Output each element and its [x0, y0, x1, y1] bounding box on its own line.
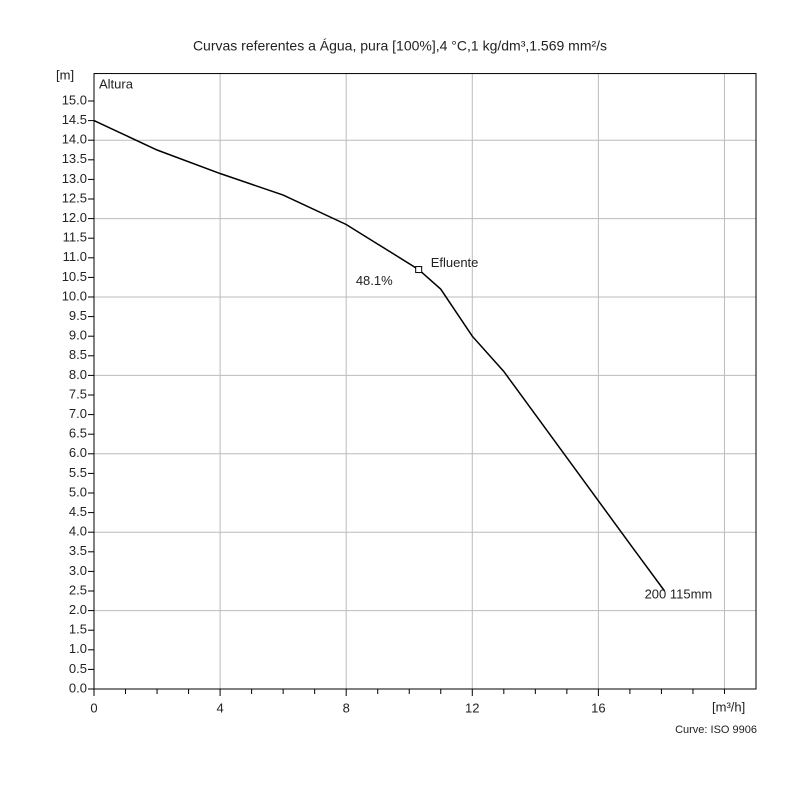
note: Curve: ISO 9906	[675, 724, 757, 736]
y-tick-label: 13.5	[62, 151, 87, 166]
plot-frame	[93, 73, 757, 690]
y-tick-label: 4.0	[69, 524, 87, 539]
x-tick-label: 16	[591, 700, 605, 715]
y-tick-label: 1.5	[69, 622, 87, 637]
y-tick-label: 6.5	[69, 426, 87, 441]
y-tick-label: 5.0	[69, 484, 87, 499]
y-tick-label: 9.0	[69, 328, 87, 343]
y-tick-label: 12.5	[62, 190, 87, 205]
y-axis-title: Altura	[99, 76, 134, 91]
y-tick-label: 2.0	[69, 602, 87, 617]
y-tick-label: 10.0	[62, 288, 87, 303]
x-tick-label: 0	[90, 700, 97, 715]
y-tick-label: 1.0	[69, 641, 87, 656]
operating-point	[415, 266, 423, 274]
y-tick-label: 7.5	[69, 386, 87, 401]
y-tick-label: 15.0	[62, 92, 87, 107]
y-tick-label: 8.0	[69, 367, 87, 382]
y-tick-label: 6.0	[69, 445, 87, 460]
y-tick-label: 9.5	[69, 308, 87, 323]
x-tick-label: 8	[343, 700, 350, 715]
y-tick-label: 4.5	[69, 504, 87, 519]
y-tick-label: 5.5	[69, 465, 87, 480]
x-unit-label: [m³/h]	[712, 699, 745, 714]
y-tick-label: 13.0	[62, 171, 87, 186]
x-tick-label: 12	[465, 700, 479, 715]
chart-title: Curvas referentes a Água, pura [100%],4 …	[193, 38, 607, 54]
y-tick-label: 2.5	[69, 582, 87, 597]
y-tick-label: 11.0	[63, 249, 87, 264]
curve	[93, 119, 666, 592]
y-tick-label: 7.0	[69, 406, 87, 421]
y-unit-label: [m]	[56, 67, 74, 82]
y-tick-label: 14.0	[62, 132, 87, 147]
y-tick-label: 11.5	[63, 230, 87, 245]
y-tick-label: 8.5	[69, 347, 87, 362]
operating-point-label: Efluente	[431, 255, 479, 270]
y-tick-label: 0.5	[69, 661, 87, 676]
y-tick-label: 3.0	[69, 563, 87, 578]
y-tick-label: 10.5	[62, 269, 87, 284]
y-tick-label: 12.0	[62, 210, 87, 225]
y-tick-label: 3.5	[69, 543, 87, 558]
curve-label: 200 115mm	[645, 586, 713, 601]
x-tick-label: 4	[216, 700, 223, 715]
efficiency-label: 48.1%	[356, 273, 393, 288]
y-tick-label: 14.5	[62, 112, 87, 127]
y-tick-label: 0.0	[69, 680, 87, 695]
